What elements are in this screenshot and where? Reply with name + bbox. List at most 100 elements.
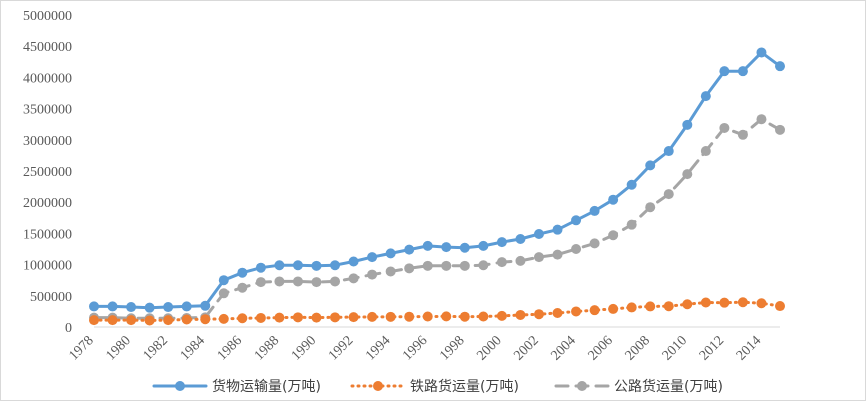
x-tick-label: 1996 [400,333,430,363]
data-point [682,299,693,310]
data-point [645,160,656,171]
data-point [459,242,470,253]
data-point [367,311,378,322]
y-tick-label: 2000000 [23,196,72,211]
data-point [645,301,656,312]
data-point [385,266,396,277]
data-point [367,269,378,280]
data-point [348,312,359,323]
legend-swatch-marker [373,381,383,391]
data-point [404,244,415,255]
x-tick-label: 2012 [697,333,727,363]
x-tick-label: 1990 [289,333,319,363]
data-point [385,248,396,259]
legend-swatch-marker [577,381,587,391]
data-point [144,302,155,313]
x-axis: 1978 1980 1982 1984 1986 1988 1990 1992 1994 1996… [66,326,780,364]
x-tick-label: 1992 [326,333,356,363]
data-point [533,309,544,320]
data-point [385,311,396,322]
data-point [645,202,656,213]
y-axis: 0 500000 1000000 1500000 2000000 2500000 30000… [23,9,72,336]
data-point [163,302,174,313]
data-point [663,301,674,312]
data-point [533,252,544,263]
data-point [663,146,674,157]
data-point [756,114,767,125]
data-point [255,262,266,273]
y-tick-label: 3000000 [23,134,72,149]
data-point [200,314,211,325]
data-point [682,119,693,130]
y-tick-label: 4000000 [23,71,72,86]
data-point [292,312,303,323]
data-point [589,238,600,249]
data-point [218,313,229,324]
data-point [200,300,211,311]
data-point [478,260,489,271]
data-point [292,276,303,287]
x-tick-label: 2010 [660,333,690,363]
data-point [737,66,748,77]
data-point [775,61,785,72]
data-point [552,308,563,319]
series-1 [89,47,785,313]
data-point [330,260,341,271]
data-point [107,315,118,326]
data-point [700,146,711,157]
data-point [719,122,730,133]
x-tick-label: 1998 [437,333,467,363]
data-point [89,315,99,326]
data-point [126,315,137,326]
data-point [626,219,637,230]
data-point [274,276,285,287]
y-tick-label: 2500000 [23,165,72,180]
x-tick-label: 1994 [363,333,393,363]
data-point [571,215,582,226]
data-point [589,205,600,216]
data-point [775,301,785,312]
data-point [515,255,526,266]
data-point [404,311,415,322]
x-tick-label: 1982 [141,333,171,363]
x-tick-label: 1978 [66,333,96,363]
series-line [92,50,782,310]
data-point [367,252,378,263]
y-tick-label: 1500000 [23,227,72,242]
data-point [107,301,118,312]
data-point [496,237,507,248]
data-point [181,301,192,312]
data-point [274,312,285,323]
data-point [292,260,303,271]
legend-item: 货物运输量(万吨) [152,378,321,395]
data-point [626,179,637,190]
data-point [737,297,748,308]
data-point [348,256,359,267]
data-point [255,277,266,288]
data-point [571,306,582,317]
data-point [552,249,563,260]
data-point [496,257,507,268]
data-point [330,276,341,287]
x-tick-label: 2004 [548,333,578,363]
x-tick-label: 2008 [623,333,653,363]
data-point [589,305,600,316]
data-point [700,297,711,308]
data-point [459,260,470,271]
legend: 货物运输量(万吨) 铁路货运量(万吨) 公路货运量(万吨) [152,378,723,395]
legend-swatch-marker [175,381,185,391]
data-point [441,311,452,322]
data-point [775,124,785,135]
data-point [89,301,99,312]
data-point [218,288,229,299]
data-point [663,189,674,200]
data-point [441,242,452,253]
data-point [533,229,544,240]
data-point [218,275,229,286]
x-tick-label: 2000 [474,333,504,363]
data-point [478,311,489,322]
data-point [515,234,526,245]
data-point [737,129,748,140]
